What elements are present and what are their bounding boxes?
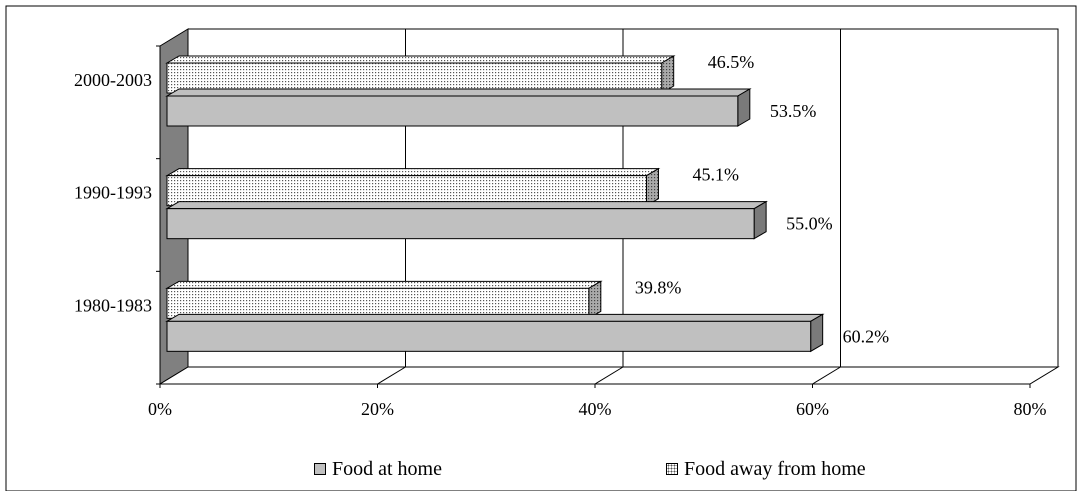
bar-food-away — [166, 62, 663, 94]
bar-food-at-home — [166, 320, 812, 352]
bar-side-food-away — [588, 280, 602, 320]
bar-side-food-at-home — [753, 200, 767, 240]
x-tick-label: 60% — [796, 399, 829, 419]
category-label: 2000-2003 — [74, 70, 152, 90]
legend-swatch-food-at-home — [314, 463, 326, 475]
bar-side-food-at-home — [737, 88, 751, 127]
bar-top-food-away — [165, 168, 661, 177]
legend: Food at home Food away from home — [0, 453, 1082, 485]
floor-gridline — [594, 366, 624, 385]
category-label: 1990-1993 — [74, 183, 152, 203]
legend-item-food-away: Food away from home — [666, 453, 866, 485]
data-label-food-away: 39.8% — [635, 277, 682, 297]
bar-top-food-at-home — [165, 201, 768, 210]
floor-gridline — [812, 366, 841, 385]
bar-food-away — [166, 175, 647, 207]
legend-label-food-away: Food away from home — [684, 457, 866, 480]
bar-top-food-at-home — [165, 313, 825, 322]
x-tick-label: 0% — [148, 399, 172, 419]
legend-swatch-food-away — [666, 463, 678, 475]
category-label: 1980-1983 — [74, 295, 152, 315]
data-label-food-away: 45.1% — [692, 165, 739, 185]
x-tick-label: 20% — [361, 399, 394, 419]
bar-top-food-at-home — [165, 88, 752, 97]
data-label-food-away: 46.5% — [708, 52, 755, 72]
floor-gridline — [377, 366, 406, 385]
bar-top-food-away — [165, 55, 676, 64]
bar-food-at-home — [166, 208, 755, 240]
bar-side-food-away — [661, 55, 675, 94]
bar-side-food-away — [645, 167, 659, 207]
legend-label-food-at-home: Food at home — [332, 457, 442, 480]
back-wall-outline — [188, 28, 1059, 367]
data-label-food-at-home: 60.2% — [843, 326, 890, 346]
bar-side-food-at-home — [810, 313, 824, 353]
legend-item-food-at-home: Food at home — [314, 453, 442, 485]
data-label-food-at-home: 55.0% — [786, 214, 833, 234]
bar-top-food-away — [165, 280, 603, 289]
data-label-food-at-home: 53.5% — [770, 101, 817, 121]
bar-food-away — [166, 287, 590, 319]
bar-food-at-home — [166, 95, 739, 127]
x-tick-label: 80% — [1014, 399, 1047, 419]
x-tick-label: 40% — [579, 399, 612, 419]
